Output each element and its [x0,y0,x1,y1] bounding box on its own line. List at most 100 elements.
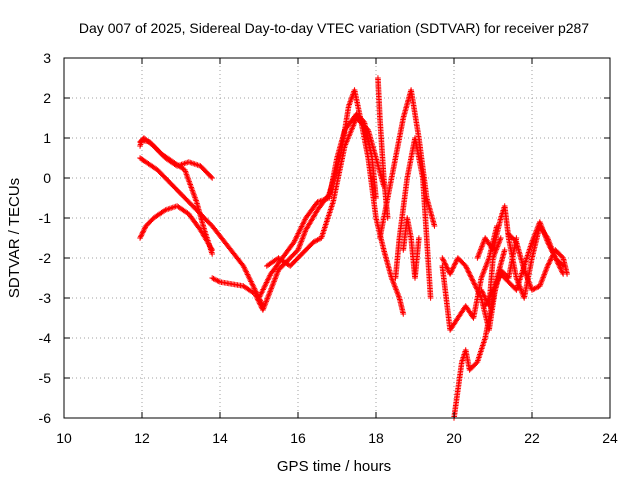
data-point [481,292,487,299]
y-tick-label: -3 [39,290,52,306]
data-point [469,276,475,283]
data-point [464,265,470,272]
data-point [215,278,222,285]
data-point [451,263,457,269]
data-point [558,267,565,273]
data-point [468,273,474,280]
data-point [255,297,262,304]
data-points-layer [137,75,570,421]
data-point [141,225,148,232]
series-arc-j [392,135,434,301]
data-point [546,260,552,267]
data-point [544,239,551,245]
data-point [463,264,470,271]
data-point [209,175,215,181]
data-point [452,260,459,267]
y-tick-label: -2 [39,250,52,266]
data-point [531,285,538,292]
data-point [310,239,317,245]
data-point [137,235,143,241]
data-point [443,263,449,269]
y-tick-label: 1 [43,130,51,146]
y-tick-label: 2 [43,90,51,106]
data-point [466,269,472,276]
data-point [545,240,552,247]
data-point [416,235,422,241]
data-point [546,243,553,249]
data-point [533,285,539,291]
data-point [214,277,221,284]
data-point [442,260,448,267]
data-point [550,251,557,257]
data-point [549,253,555,260]
x-tick-label: 22 [524,430,540,446]
data-point [479,288,485,295]
grid-layer [64,58,610,418]
data-point [316,236,322,243]
data-point [450,264,457,271]
data-point [138,232,145,239]
data-point [501,247,508,253]
data-point [465,268,472,275]
data-point [252,291,258,297]
data-point [448,268,455,275]
data-point [444,264,450,271]
data-point [431,223,438,229]
series-arc-e [209,87,407,317]
data-point [139,231,145,237]
x-tick-label: 16 [290,430,306,446]
data-point [139,229,146,236]
data-point [546,259,553,265]
data-point [442,261,449,268]
data-point [546,241,552,248]
plot-frame [63,57,611,419]
series-arc-r [478,235,504,309]
data-point [212,276,218,283]
data-point [256,300,263,307]
y-tick-label: 3 [43,50,51,66]
data-point [473,285,480,292]
y-axis-label: SDTVAR / TECUs [6,178,23,298]
data-point [312,238,318,245]
chart-title: Day 007 of 2025, Sidereal Day-to-day VTE… [79,20,589,36]
data-point [483,297,490,304]
data-point [208,245,215,252]
data-point [467,272,474,279]
x-tick-label: 12 [134,430,150,446]
data-point [479,289,486,296]
data-point [208,174,214,180]
data-point [548,255,555,261]
x-axis-label: GPS time / hours [277,458,391,475]
data-point [550,252,556,259]
data-point [557,265,564,272]
y-tick-label: -1 [39,210,52,226]
data-point [466,271,473,277]
data-point [547,244,553,251]
data-point [314,237,321,243]
data-point [373,195,379,201]
data-point [496,275,502,281]
data-point [470,279,477,285]
data-point [447,269,454,276]
data-point [440,256,446,263]
y-tick-label: -5 [39,370,52,386]
data-point [492,281,499,288]
data-point [137,233,144,240]
series-arc-o [474,203,566,301]
data-point [441,259,448,265]
data-point [548,256,554,263]
x-tick-label: 10 [56,430,72,446]
data-point [472,281,478,288]
data-point [444,265,451,272]
data-point [257,301,264,308]
data-point [468,275,475,281]
data-point [210,275,217,282]
data-point [440,257,447,264]
data-point [471,280,477,287]
data-point [494,279,500,285]
data-point [534,284,540,291]
data-point [481,293,488,300]
y-tick-label: -6 [39,410,52,426]
series-arc-g [264,115,387,269]
